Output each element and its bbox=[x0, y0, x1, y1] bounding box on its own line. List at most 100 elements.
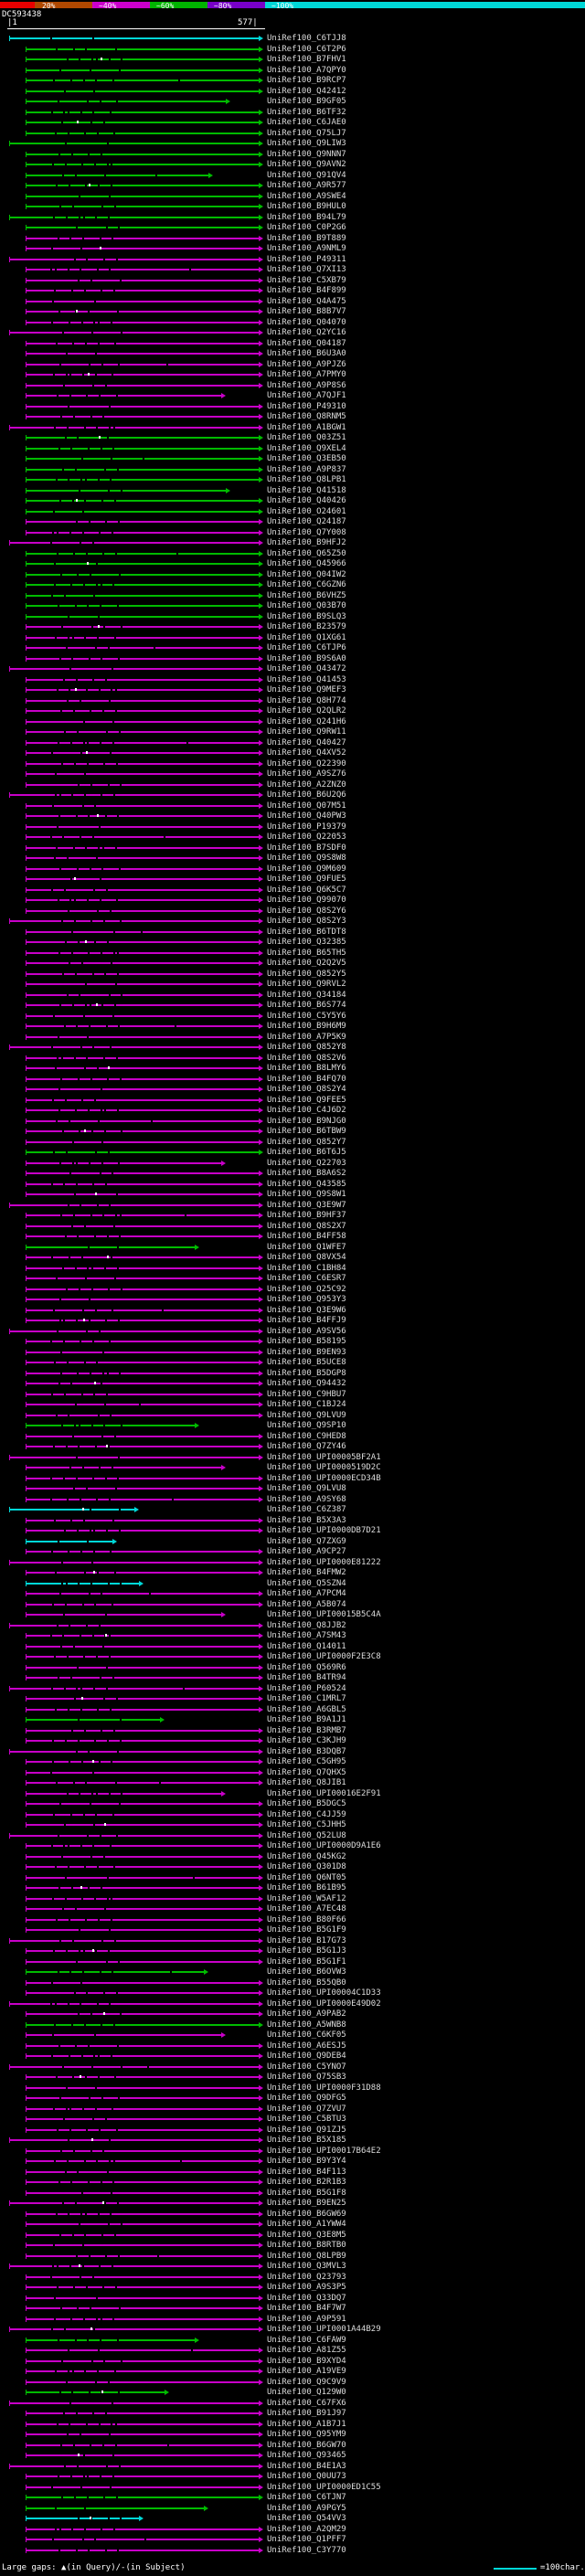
hit-bar[interactable] bbox=[25, 1267, 259, 1269]
hit-bar[interactable] bbox=[25, 468, 259, 471]
hit-row[interactable]: UniRef100_B6VHZ5 bbox=[0, 590, 585, 600]
hit-row[interactable]: UniRef100_A6GBL5 bbox=[0, 1704, 585, 1714]
hit-bar[interactable] bbox=[25, 1908, 259, 1910]
hit-row[interactable]: UniRef100_Q43585 bbox=[0, 1179, 585, 1189]
hit-bar[interactable] bbox=[25, 479, 259, 481]
hit-bar[interactable] bbox=[25, 1077, 259, 1080]
hit-bar[interactable] bbox=[25, 1151, 259, 1153]
hit-bar[interactable] bbox=[25, 1708, 259, 1711]
hit-bar[interactable] bbox=[9, 2328, 259, 2330]
hit-bar[interactable] bbox=[9, 794, 259, 796]
hit-row[interactable]: UniRef100_A19VE9 bbox=[0, 2366, 585, 2376]
hit-row[interactable]: UniRef100_UPI0001A44B29 bbox=[0, 2324, 585, 2334]
hit-row[interactable]: UniRef100_B5X185 bbox=[0, 2135, 585, 2145]
hit-row[interactable]: UniRef100_C6Z387 bbox=[0, 1504, 585, 1514]
hit-bar[interactable] bbox=[25, 174, 208, 176]
hit-bar[interactable] bbox=[25, 342, 259, 345]
hit-row[interactable]: UniRef100_Q8LPB1 bbox=[0, 474, 585, 484]
hit-bar[interactable] bbox=[25, 2160, 259, 2162]
hit-bar[interactable] bbox=[25, 153, 259, 155]
hit-bar[interactable] bbox=[9, 332, 259, 334]
hit-row[interactable]: UniRef100_Q54VV3 bbox=[0, 2513, 585, 2523]
hit-bar[interactable] bbox=[25, 521, 259, 523]
hit-row[interactable]: UniRef100_Q41518 bbox=[0, 485, 585, 495]
hit-row[interactable]: UniRef100_UPI0000F2E3C8 bbox=[0, 1651, 585, 1661]
hit-bar[interactable] bbox=[25, 1214, 259, 1216]
hit-bar[interactable] bbox=[25, 1467, 221, 1468]
hit-bar[interactable] bbox=[9, 1330, 259, 1332]
hit-bar[interactable] bbox=[25, 1656, 259, 1658]
hit-row[interactable]: UniRef100_Q1PFF7 bbox=[0, 2534, 585, 2544]
hit-row[interactable]: UniRef100_B6T6J5 bbox=[0, 1147, 585, 1157]
hit-row[interactable]: UniRef100_C9HBU7 bbox=[0, 1389, 585, 1399]
hit-row[interactable]: UniRef100_B6S774 bbox=[0, 1000, 585, 1010]
hit-row[interactable]: UniRef100_UPI0000519D2C bbox=[0, 1462, 585, 1472]
hit-row[interactable]: UniRef100_Q3EB50 bbox=[0, 453, 585, 463]
hit-bar[interactable] bbox=[25, 2076, 259, 2078]
hit-bar[interactable] bbox=[25, 1729, 259, 1732]
hit-bar[interactable] bbox=[25, 552, 259, 555]
hit-row[interactable]: UniRef100_B6GW70 bbox=[0, 2440, 585, 2450]
hit-bar[interactable] bbox=[25, 2254, 259, 2257]
hit-bar[interactable] bbox=[25, 437, 259, 439]
hit-row[interactable]: UniRef100_B9HF37 bbox=[0, 1210, 585, 1220]
hit-row[interactable]: UniRef100_Q241H6 bbox=[0, 716, 585, 726]
hit-row[interactable]: UniRef100_Q8S2X7 bbox=[0, 1221, 585, 1231]
hit-row[interactable]: UniRef100_Q852Y7 bbox=[0, 1137, 585, 1147]
hit-bar[interactable] bbox=[25, 2107, 259, 2110]
hit-row[interactable]: UniRef100_Q9DEB4 bbox=[0, 2051, 585, 2061]
hit-bar[interactable] bbox=[25, 762, 259, 765]
hit-row[interactable]: UniRef100_Q129W0 bbox=[0, 2387, 585, 2397]
hit-row[interactable]: UniRef100_A9SWE4 bbox=[0, 191, 585, 201]
hit-row[interactable]: UniRef100_Q9C9V9 bbox=[0, 2377, 585, 2387]
hit-row[interactable]: UniRef100_A7PCM4 bbox=[0, 1588, 585, 1598]
hit-bar[interactable] bbox=[25, 1792, 221, 1795]
hit-bar[interactable] bbox=[25, 2349, 259, 2351]
hit-bar[interactable] bbox=[9, 1834, 259, 1837]
hit-row[interactable]: UniRef100_B5DGP8 bbox=[0, 1368, 585, 1378]
hit-row[interactable]: UniRef100_Q24187 bbox=[0, 516, 585, 526]
hit-row[interactable]: UniRef100_Q9NNN7 bbox=[0, 149, 585, 159]
hit-bar[interactable] bbox=[25, 1014, 259, 1017]
hit-bar[interactable] bbox=[25, 2370, 259, 2372]
hit-bar[interactable] bbox=[25, 2486, 259, 2488]
hit-bar[interactable] bbox=[25, 2034, 221, 2036]
hit-bar[interactable] bbox=[25, 1582, 139, 1585]
hit-row[interactable]: UniRef100_B8RTB0 bbox=[0, 2240, 585, 2250]
hit-row[interactable]: UniRef100_B4F899 bbox=[0, 285, 585, 295]
hit-row[interactable]: UniRef100_A9CP27 bbox=[0, 1546, 585, 1556]
hit-bar[interactable] bbox=[25, 1740, 259, 1742]
hit-bar[interactable] bbox=[25, 1981, 259, 1984]
hit-bar[interactable] bbox=[25, 2223, 259, 2225]
hit-row[interactable]: UniRef100_B6U3A0 bbox=[0, 348, 585, 358]
hit-bar[interactable] bbox=[25, 531, 259, 534]
hit-bar[interactable] bbox=[25, 2097, 259, 2099]
hit-bar[interactable] bbox=[9, 216, 259, 218]
hit-row[interactable]: UniRef100_Q8RNM5 bbox=[0, 411, 585, 421]
hit-row[interactable]: UniRef100_B6TBW9 bbox=[0, 1126, 585, 1136]
hit-bar[interactable] bbox=[25, 1435, 259, 1437]
hit-row[interactable]: UniRef100_Q7QHX5 bbox=[0, 1767, 585, 1777]
hit-bar[interactable] bbox=[25, 447, 259, 450]
hit-bar[interactable] bbox=[25, 2286, 259, 2288]
hit-row[interactable]: UniRef100_Q9AVN2 bbox=[0, 159, 585, 169]
hit-row[interactable]: UniRef100_B9GF05 bbox=[0, 96, 585, 106]
hit-bar[interactable] bbox=[9, 1509, 134, 1511]
hit-bar[interactable] bbox=[25, 374, 259, 376]
hit-row[interactable]: UniRef100_Q8JIB1 bbox=[0, 1777, 585, 1787]
hit-row[interactable]: UniRef100_Q9LVU8 bbox=[0, 1483, 585, 1493]
hit-row[interactable]: UniRef100_B4F113 bbox=[0, 2167, 585, 2177]
hit-row[interactable]: UniRef100_Q7ZVU7 bbox=[0, 2104, 585, 2114]
hit-row[interactable]: UniRef100_C5YNO7 bbox=[0, 2062, 585, 2072]
hit-row[interactable]: UniRef100_Q45KG2 bbox=[0, 1851, 585, 1861]
hit-bar[interactable] bbox=[25, 363, 259, 366]
hit-bar[interactable] bbox=[25, 1782, 259, 1784]
hit-row[interactable]: UniRef100_Q9DFG5 bbox=[0, 2093, 585, 2103]
hit-row[interactable]: UniRef100_Q4A475 bbox=[0, 296, 585, 306]
hit-bar[interactable] bbox=[25, 647, 259, 649]
hit-row[interactable]: UniRef100_B6TDT8 bbox=[0, 927, 585, 937]
hit-row[interactable]: UniRef100_B4FFJ9 bbox=[0, 1315, 585, 1325]
hit-bar[interactable] bbox=[25, 878, 259, 880]
hit-row[interactable]: UniRef100_A81Z55 bbox=[0, 2345, 585, 2355]
hit-bar[interactable] bbox=[25, 1530, 259, 1532]
